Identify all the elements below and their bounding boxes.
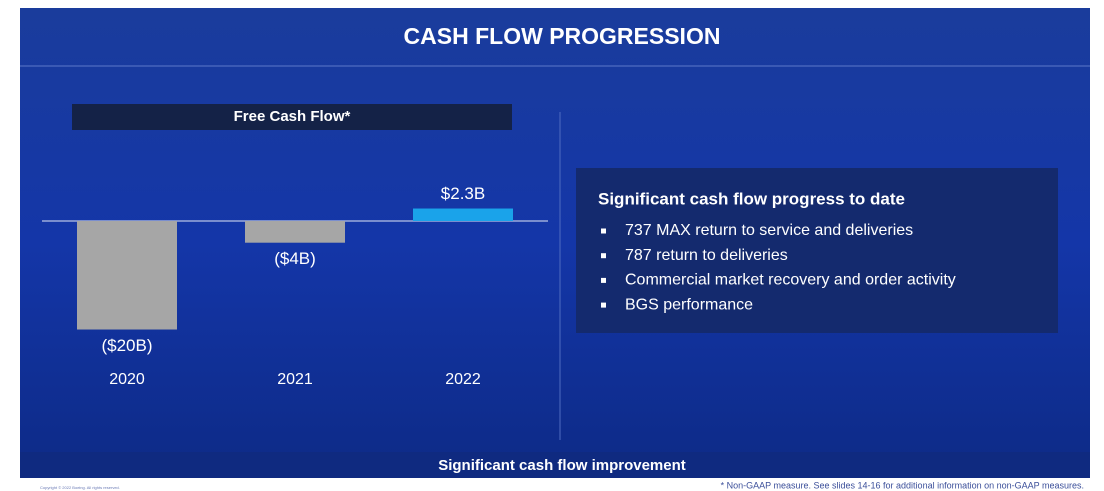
bullet-marker bbox=[601, 302, 606, 308]
footnote: * Non-GAAP measure. See slides 14-16 for… bbox=[721, 480, 1084, 490]
bar bbox=[77, 221, 177, 330]
bar bbox=[413, 208, 513, 221]
bars: ($20B) 2020 ($4B) 2021 $2.3B 2022 bbox=[77, 184, 513, 388]
panel-heading: Significant cash flow progress to date bbox=[598, 189, 905, 208]
slide-title: CASH FLOW PROGRESSION bbox=[404, 23, 721, 49]
value-label: ($20B) bbox=[101, 336, 152, 355]
banner bbox=[20, 452, 1090, 478]
bullet-marker bbox=[601, 253, 606, 259]
category-label: 2022 bbox=[445, 371, 481, 388]
bullet-text: BGS performance bbox=[625, 296, 753, 313]
category-label: 2020 bbox=[109, 371, 145, 388]
bullet-text: Commercial market recovery and order act… bbox=[625, 272, 956, 289]
panel bbox=[576, 168, 1058, 333]
category-label: 2021 bbox=[277, 371, 313, 388]
bullets: 737 MAX return to service and deliveries… bbox=[601, 222, 956, 313]
value-label: ($4B) bbox=[274, 249, 316, 268]
bullet-text: 737 MAX return to service and deliveries bbox=[625, 222, 913, 239]
bullet-marker bbox=[601, 228, 606, 234]
copyright: Copyright © 2022 Boeing. All rights rese… bbox=[40, 485, 120, 490]
bullet-marker bbox=[601, 277, 606, 283]
bar bbox=[245, 221, 345, 243]
banner-text: Significant cash flow improvement bbox=[438, 457, 686, 474]
chart-title-box bbox=[72, 104, 512, 130]
value-label: $2.3B bbox=[441, 184, 485, 203]
chart-title: Free Cash Flow* bbox=[234, 108, 351, 125]
bullet-text: 787 return to deliveries bbox=[625, 247, 788, 264]
